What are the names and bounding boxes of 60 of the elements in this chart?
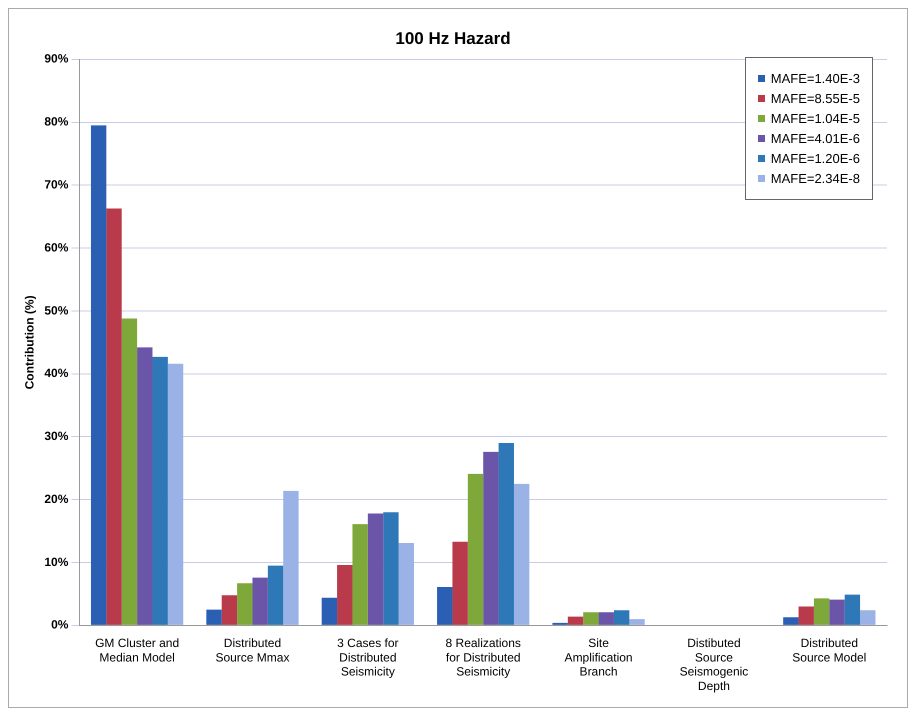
- bar: [222, 595, 238, 625]
- x-tick-label: Site Amplification Branch: [564, 636, 633, 679]
- y-tick-label: 0%: [51, 618, 69, 632]
- bar: [137, 347, 152, 625]
- bar: [337, 565, 352, 625]
- bar: [498, 443, 514, 625]
- bar: [452, 542, 468, 625]
- y-tick-label: 40%: [44, 366, 69, 380]
- bar: [468, 474, 484, 625]
- bar: [268, 566, 284, 625]
- bar: [783, 617, 799, 625]
- bar: [352, 524, 368, 625]
- bar: [483, 452, 499, 625]
- bar: [583, 612, 599, 625]
- x-tick-label: GM Cluster and Median Model: [95, 636, 180, 664]
- bar: [614, 610, 630, 625]
- bar: [437, 587, 452, 625]
- bar: [168, 364, 184, 625]
- legend-label: MAFE=8.55E-5: [770, 91, 860, 106]
- y-tick-label: 90%: [44, 52, 69, 66]
- x-tick-label: Distibuted Source Seismogenic Depth: [680, 636, 748, 694]
- x-tick-label: Distributed Source Model: [792, 636, 866, 664]
- legend-label: MAFE=2.34E-8: [770, 171, 860, 186]
- y-tick-label: 50%: [44, 303, 69, 318]
- bar: [829, 600, 845, 625]
- bar: [568, 616, 584, 625]
- y-axis-title: Contribution (%): [22, 295, 37, 390]
- y-tick-label: 60%: [44, 240, 69, 254]
- y-tick-label: 30%: [44, 429, 69, 444]
- x-tick-label: 3 Cases for Distributed Seismicity: [337, 636, 399, 679]
- bar: [152, 356, 168, 625]
- legend-label: MAFE=1.20E-6: [770, 151, 860, 166]
- bar: [90, 125, 106, 625]
- legend-label: MAFE=4.01E-6: [770, 131, 860, 146]
- x-tick-label: Distributed Source Mmax: [215, 636, 290, 664]
- bar: [598, 612, 614, 625]
- bar: [398, 543, 414, 625]
- legend-label: MAFE=1.04E-5: [770, 111, 860, 126]
- x-tick-label: 8 Realizations for Distributed Seismicity: [446, 636, 521, 679]
- y-tick-label: 10%: [44, 554, 69, 569]
- bar: [206, 610, 222, 625]
- y-tick-label: 20%: [44, 492, 69, 506]
- bar: [860, 610, 876, 625]
- bar: [798, 606, 814, 625]
- bar: [368, 513, 384, 625]
- bar: [322, 598, 338, 625]
- bar: [514, 484, 530, 625]
- bar: [106, 208, 122, 625]
- legend-label: MAFE=1.40E-3: [770, 71, 860, 86]
- bar: [122, 318, 138, 625]
- bar: [252, 578, 268, 625]
- bar: [383, 512, 399, 625]
- y-tick-label: 70%: [44, 177, 69, 192]
- y-tick-label: 80%: [44, 114, 69, 129]
- bar: [629, 619, 645, 625]
- bar: [237, 583, 252, 625]
- chart-title: 100 Hz Hazard: [395, 28, 511, 48]
- bar: [814, 598, 830, 625]
- bar: [844, 594, 860, 625]
- bar: [283, 490, 299, 625]
